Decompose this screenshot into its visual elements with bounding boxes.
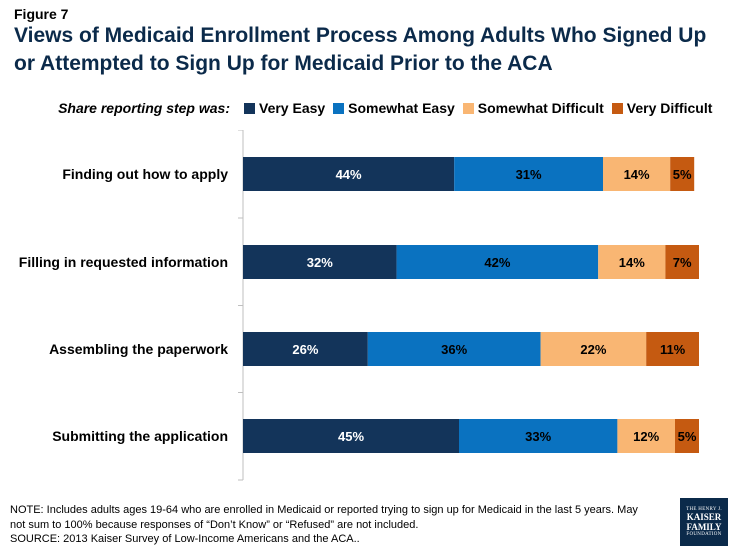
- footer-note-line-2: not sum to 100% because responses of “Do…: [10, 518, 419, 531]
- legend-swatch-somewhat-easy: [333, 102, 345, 114]
- legend-item-somewhat-easy: Somewhat Easy: [333, 100, 455, 116]
- bar-somewhat-difficult-filling-in-requested-information: [598, 245, 666, 279]
- legend-item-very-difficult: Very Difficult: [611, 100, 713, 116]
- bar-very-difficult-assembling-the-paperwork: [646, 332, 699, 366]
- data-label-somewhat-easy-filling-in-requested-information: 42%: [484, 255, 510, 270]
- data-label-very-difficult-submitting-the-application: 5%: [678, 429, 697, 444]
- data-label-somewhat-difficult-filling-in-requested-information: 14%: [619, 255, 645, 270]
- bar-very-difficult-finding-out-how-to-apply: [670, 157, 695, 191]
- data-label-somewhat-difficult-finding-out-how-to-apply: 14%: [624, 167, 650, 182]
- bar-somewhat-easy-assembling-the-paperwork: [367, 332, 541, 366]
- legend-label-somewhat-easy: Somewhat Easy: [348, 100, 455, 116]
- bar-somewhat-easy-filling-in-requested-information: [396, 245, 599, 279]
- title-line-1: Views of Medicaid Enrollment Process Amo…: [14, 24, 707, 47]
- chart-title: Views of Medicaid Enrollment Process Amo…: [14, 22, 724, 78]
- bar-somewhat-easy-submitting-the-application: [459, 419, 618, 453]
- legend-item-somewhat-difficult: Somewhat Difficult: [462, 100, 604, 116]
- legend-prefix: Share reporting step was:: [58, 100, 230, 116]
- category-label-submitting-the-application: Submitting the application: [52, 428, 228, 444]
- data-label-very-difficult-assembling-the-paperwork: 11%: [660, 342, 686, 357]
- bar-very-easy-submitting-the-application: [243, 419, 459, 453]
- logo-line-4: FOUNDATION: [686, 532, 722, 537]
- bar-somewhat-difficult-finding-out-how-to-apply: [603, 157, 671, 191]
- data-label-somewhat-difficult-submitting-the-application: 12%: [633, 429, 659, 444]
- data-label-very-easy-filling-in-requested-information: 32%: [307, 255, 333, 270]
- legend-swatch-very-easy: [244, 102, 255, 114]
- stacked-bar-chart: Finding out how to apply 44% 31% 14% 5% Filli…: [19, 130, 699, 481]
- legend-label-very-easy: Very Easy: [259, 100, 326, 116]
- kff-logo: THE HENRY J. KAISER FAMILY FOUNDATION: [680, 498, 728, 546]
- title-line-2: or Attempted to Sign Up for Medicaid Pri…: [14, 52, 553, 75]
- category-label-finding-out-how-to-apply: Finding out how to apply: [62, 166, 228, 182]
- logo-line-1: THE HENRY J.: [686, 507, 722, 512]
- data-label-very-easy-assembling-the-paperwork: 26%: [292, 342, 318, 357]
- bar-very-difficult-submitting-the-application: [675, 419, 699, 453]
- data-label-somewhat-easy-submitting-the-application: 33%: [525, 429, 551, 444]
- legend-swatch-somewhat-difficult: [462, 102, 474, 114]
- bar-somewhat-difficult-assembling-the-paperwork: [540, 332, 647, 366]
- legend-label-somewhat-difficult: Somewhat Difficult: [477, 100, 604, 116]
- legend-swatch-very-difficult: [611, 102, 623, 114]
- bar-somewhat-easy-finding-out-how-to-apply: [454, 157, 603, 191]
- data-label-very-easy-finding-out-how-to-apply: 44%: [336, 167, 362, 182]
- logo-line-2: KAISER: [686, 512, 722, 522]
- bar-somewhat-difficult-submitting-the-application: [617, 419, 675, 453]
- legend-item-very-easy: Very Easy: [244, 100, 325, 116]
- data-label-very-difficult-filling-in-requested-information: 7%: [673, 255, 692, 270]
- data-label-somewhat-easy-assembling-the-paperwork: 36%: [441, 342, 467, 357]
- footer-source: SOURCE: 2013 Kaiser Survey of Low-Income…: [10, 533, 360, 545]
- legend-label-very-difficult: Very Difficult: [626, 100, 713, 116]
- data-label-very-easy-submitting-the-application: 45%: [338, 429, 364, 444]
- bar-very-easy-assembling-the-paperwork: [243, 332, 368, 366]
- bar-very-difficult-filling-in-requested-information: [665, 245, 699, 279]
- footer: NOTE: Includes adults ages 19-64 who are…: [10, 503, 660, 547]
- bar-very-easy-finding-out-how-to-apply: [243, 157, 455, 191]
- legend: Very Easy Somewhat Easy Somewhat Difficu…: [244, 100, 720, 116]
- data-label-somewhat-easy-finding-out-how-to-apply: 31%: [516, 167, 542, 182]
- category-label-filling-in-requested-information: Filling in requested information: [19, 254, 228, 270]
- data-label-very-difficult-finding-out-how-to-apply: 5%: [673, 167, 692, 182]
- category-label-assembling-the-paperwork: Assembling the paperwork: [49, 341, 228, 357]
- logo-line-3: FAMILY: [686, 522, 722, 532]
- data-label-somewhat-difficult-assembling-the-paperwork: 22%: [580, 342, 606, 357]
- footer-note-line-1: NOTE: Includes adults ages 19-64 who are…: [10, 504, 638, 516]
- bar-very-easy-filling-in-requested-information: [243, 245, 397, 279]
- figure-label: Figure 7: [14, 6, 69, 22]
